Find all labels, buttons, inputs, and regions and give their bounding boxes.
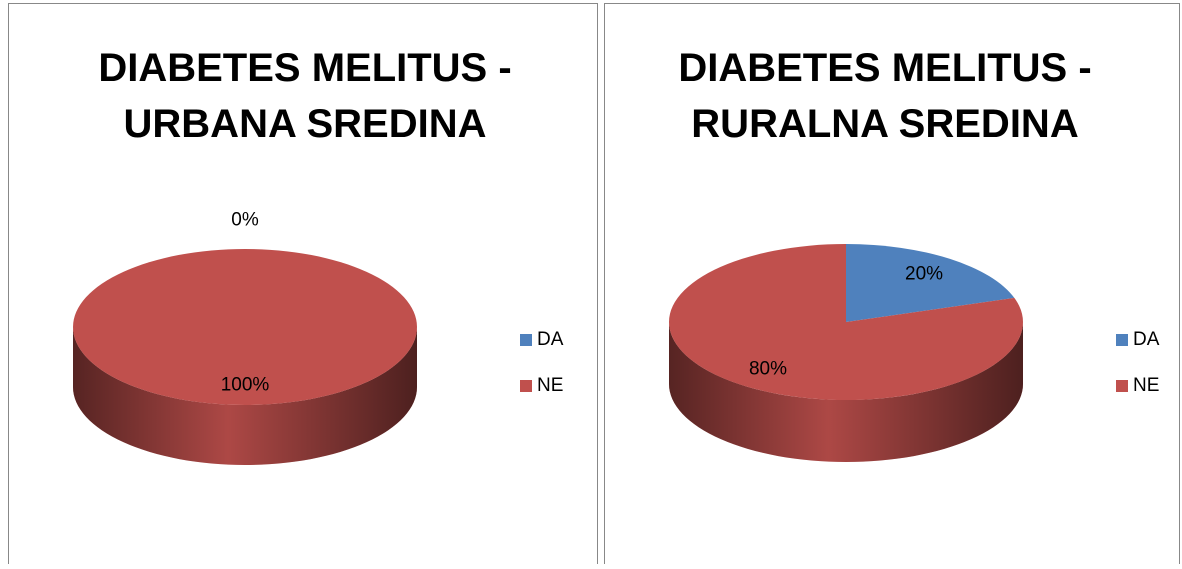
legend-swatch (520, 334, 532, 346)
chart-title: DIABETES MELITUS - URBANA SREDINA (98, 46, 512, 146)
pie-slice (668, 244, 1023, 400)
pie-side-shade (73, 327, 417, 465)
pie-side-shade (669, 322, 1023, 462)
data-label: 20% (905, 264, 943, 285)
data-label: 100% (221, 375, 270, 396)
legend-swatch (1116, 380, 1128, 392)
legend-label: DA (537, 329, 564, 350)
title-box: DIABETES MELITUS - RURALNA SREDINA (678, 46, 1092, 146)
legend-swatch (520, 380, 532, 392)
pie-slice (846, 244, 1015, 322)
data-label: 0% (231, 210, 259, 231)
legend-label: NE (537, 375, 563, 396)
title-box: DIABETES MELITUS - URBANA SREDINA (98, 46, 512, 146)
legend-swatch (1116, 334, 1128, 346)
legend-label: NE (1133, 375, 1159, 396)
data-label: 80% (749, 358, 787, 379)
legend-label: DA (1133, 329, 1160, 350)
pie-slice (73, 249, 417, 405)
chart-title: DIABETES MELITUS - RURALNA SREDINA (678, 46, 1092, 146)
